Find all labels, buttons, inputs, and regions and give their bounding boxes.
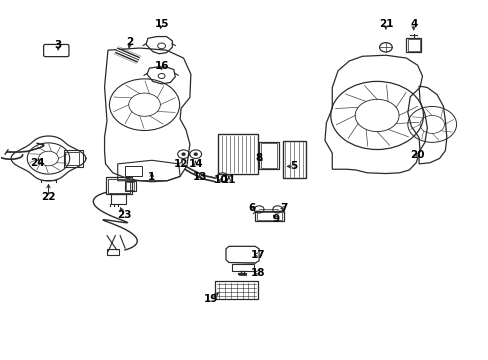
Text: 9: 9 [272, 214, 279, 224]
Text: 16: 16 [154, 61, 168, 71]
Text: 10: 10 [213, 175, 228, 185]
Bar [107, 249, 119, 255]
Text: 22: 22 [41, 192, 56, 202]
Text: 21: 21 [378, 19, 392, 29]
Bar [259, 142, 278, 169]
Bar [260, 143, 277, 168]
Bar [407, 39, 419, 50]
Text: 11: 11 [221, 175, 236, 185]
Bar [64, 149, 82, 167]
Text: 24: 24 [30, 158, 44, 168]
Text: 3: 3 [55, 40, 61, 50]
Bar [257, 212, 281, 220]
Text: 7: 7 [279, 203, 286, 213]
Bar [111, 194, 126, 204]
Text: 13: 13 [192, 172, 206, 182]
Bar [282, 140, 305, 178]
Text: 20: 20 [409, 150, 424, 160]
Bar [217, 134, 257, 174]
Text: 15: 15 [154, 19, 168, 29]
Bar [105, 177, 132, 194]
Bar [126, 182, 134, 190]
Text: 4: 4 [409, 19, 417, 29]
Text: 12: 12 [174, 158, 188, 168]
Bar [108, 179, 130, 193]
Text: 2: 2 [126, 37, 133, 47]
Bar [125, 166, 142, 176]
Bar [255, 211, 283, 221]
Text: 19: 19 [203, 294, 218, 304]
Text: 18: 18 [250, 267, 265, 278]
Bar [125, 181, 136, 192]
Text: 23: 23 [117, 210, 131, 220]
Text: 14: 14 [188, 158, 203, 168]
Bar [65, 152, 79, 165]
Text: 1: 1 [148, 172, 155, 182]
Text: 8: 8 [255, 153, 262, 163]
Bar [231, 264, 253, 271]
Circle shape [182, 153, 184, 155]
Circle shape [194, 153, 197, 155]
Text: 17: 17 [250, 249, 265, 260]
Bar [215, 281, 258, 299]
Text: 6: 6 [248, 203, 255, 213]
Bar [406, 38, 420, 51]
Text: 5: 5 [290, 161, 297, 171]
